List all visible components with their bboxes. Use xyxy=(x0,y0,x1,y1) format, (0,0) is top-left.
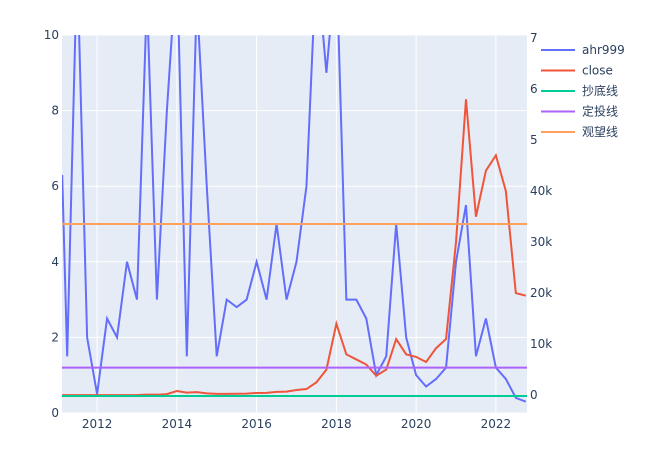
legend-label: 定投线 xyxy=(582,104,618,119)
x-tick-label: 2012 xyxy=(82,417,113,431)
y2-tick-label: 20k xyxy=(530,286,552,300)
legend-label: ahr999 xyxy=(582,43,625,57)
y-tick-label: 4 xyxy=(51,255,59,269)
y-tick-label: 6 xyxy=(51,179,59,193)
legend-label: close xyxy=(582,64,613,78)
y-tick-label: 10 xyxy=(44,28,59,42)
x-tick-label: 2014 xyxy=(162,417,193,431)
y2-tick-label: 7 xyxy=(530,31,538,45)
y2-tick-label: 30k xyxy=(530,235,552,249)
x-tick-label: 2016 xyxy=(241,417,272,431)
legend-label: 抄底线 xyxy=(582,83,618,98)
x-tick-label: 2018 xyxy=(321,417,352,431)
y2-tick-label: 0 xyxy=(530,388,538,402)
y-tick-label: 0 xyxy=(51,406,59,420)
y2-tick-label: 10k xyxy=(530,337,552,351)
y2-tick-label: 40k xyxy=(530,184,552,198)
y-tick-label: 2 xyxy=(51,330,59,344)
y-tick-label: 8 xyxy=(51,104,59,118)
series-line xyxy=(62,35,527,403)
y2-tick-label: 5 xyxy=(530,133,538,147)
x-tick-label: 2022 xyxy=(481,417,512,431)
x-tick-label: 2020 xyxy=(401,417,432,431)
y2-tick-label: 6 xyxy=(530,82,538,96)
legend-label: 观望线 xyxy=(582,125,618,139)
